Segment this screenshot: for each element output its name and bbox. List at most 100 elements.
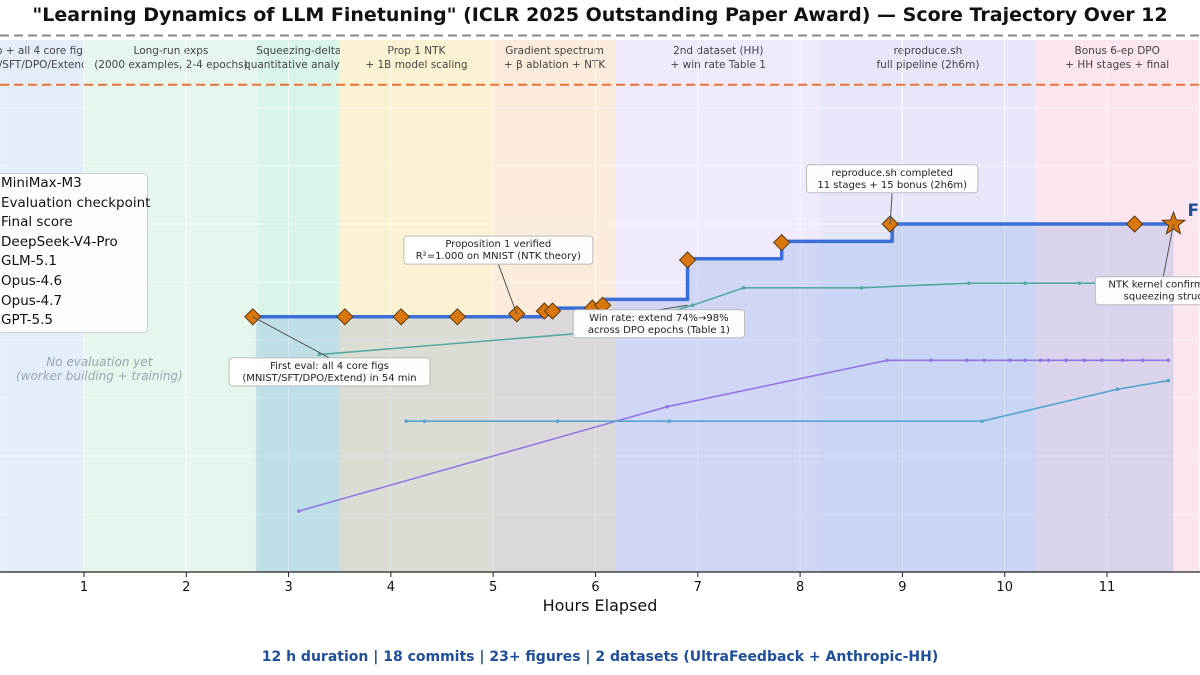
checkpoint-marker xyxy=(1125,215,1144,233)
phase-label: (2000 examples, 2-4 epochs) xyxy=(94,59,248,71)
series-point xyxy=(1023,358,1027,363)
annotation-leader xyxy=(889,192,893,225)
annotation-text: Proposition 1 verified xyxy=(445,239,551,250)
phase-label: Long-run exps xyxy=(134,45,209,57)
series-point xyxy=(690,303,695,308)
series-point xyxy=(422,419,427,424)
x-axis: 1 2 3 4 5 6 7 8 9 10 11 xyxy=(0,571,1200,595)
x-tick-label: 4 xyxy=(387,580,395,595)
phase-label: Prop 1 NTK xyxy=(388,45,447,57)
annotation-leader xyxy=(658,304,688,311)
legend-item: MiniMax-M3 xyxy=(1,175,82,191)
annotation-text: across DPO epochs (Table 1) xyxy=(588,325,730,336)
final-score-label: F xyxy=(1187,201,1199,221)
x-tick-label: 10 xyxy=(996,580,1013,595)
phase-band xyxy=(820,40,1036,572)
annotation-text: squeezing struc xyxy=(1124,292,1200,303)
series-point xyxy=(1038,358,1043,363)
series-point xyxy=(1141,358,1145,363)
x-axis-label: Hours Elapsed xyxy=(542,596,658,615)
series-point xyxy=(404,419,409,424)
series-point xyxy=(1064,358,1068,363)
checkpoint-marker xyxy=(392,308,410,326)
series-point xyxy=(1100,358,1104,363)
annotation-text: R²=1.000 on MNIST (NTK theory) xyxy=(416,251,581,262)
series-point xyxy=(317,352,322,357)
phase-label: Gradient spectrum xyxy=(505,45,604,57)
annotation-text: First eval: all 4 core figs xyxy=(270,361,389,372)
legend-item: Opus-4.7 xyxy=(1,292,63,309)
checkpoint-marker xyxy=(336,308,354,326)
series-point xyxy=(742,286,746,290)
legend-item: GLM-5.1 xyxy=(1,253,57,270)
x-tick-label: 1 xyxy=(80,580,88,595)
legend: MiniMax-M3 Evaluation checkpoint Final s… xyxy=(0,173,151,333)
annotation-text: 11 stages + 15 bonus (2h6m) xyxy=(817,180,967,191)
phase-band xyxy=(615,40,821,572)
phase-label: Bonus 6-ep DPO xyxy=(1075,45,1160,57)
phase-label: Squeezing-delta xyxy=(256,45,341,57)
phase-band xyxy=(1035,40,1200,572)
x-tick-label: 9 xyxy=(898,580,906,595)
legend-item: Evaluation checkpoint xyxy=(1,194,151,211)
checkpoint-marker xyxy=(543,302,562,320)
annotation-box xyxy=(403,235,594,265)
series-point xyxy=(297,509,301,513)
phase-label: p + all 4 core figs xyxy=(0,45,88,57)
checkpoint-marker xyxy=(448,308,467,326)
phase-label: + win rate Table 1 xyxy=(671,59,766,71)
series-point xyxy=(982,358,987,363)
phase-label: + 1B model scaling xyxy=(365,59,467,71)
annotation-leader xyxy=(1162,223,1174,277)
series-point xyxy=(967,281,971,285)
phase-label: 2nd dataset (HH) xyxy=(673,45,763,57)
series-point xyxy=(1008,358,1012,363)
phase-label: + HH stages + final xyxy=(1065,59,1169,71)
annotation-box xyxy=(806,164,979,194)
footer-summary: 12 h duration | 18 commits | 23+ figures… xyxy=(261,649,939,665)
x-tick-label: 6 xyxy=(591,580,599,595)
phase-label: + β ablation + NTK xyxy=(504,59,606,71)
phase-label: quantitative analysis xyxy=(244,59,354,71)
series-point xyxy=(1082,358,1087,363)
series-point xyxy=(1166,378,1171,383)
series-point xyxy=(1077,281,1082,285)
x-tick-label: 5 xyxy=(489,580,497,595)
phase-band xyxy=(339,40,494,572)
x-tick-label: 7 xyxy=(694,580,702,595)
chart-title: "Learning Dynamics of LLM Finetuning" (I… xyxy=(32,4,1168,26)
legend-item: GPT-5.5 xyxy=(1,312,53,329)
no-eval-note: No evaluation yet xyxy=(46,355,154,369)
series-point xyxy=(929,358,933,363)
series-point xyxy=(665,404,669,409)
x-tick-label: 8 xyxy=(796,580,804,595)
legend-item: Opus-4.6 xyxy=(1,272,63,289)
phase-label: full pipeline (2h6m) xyxy=(876,59,979,71)
annotation-box xyxy=(228,357,431,387)
annotation-text: reproduce.sh completed xyxy=(831,168,953,179)
annotation-leader xyxy=(497,263,518,315)
annotation-text: Win rate: extend 74%→98% xyxy=(589,313,729,324)
legend-item: Final score xyxy=(1,214,73,231)
series-point xyxy=(1120,358,1125,363)
final-score-star xyxy=(1160,210,1187,235)
series-point xyxy=(965,358,969,363)
series-line xyxy=(298,359,1169,512)
checkpoint-marker xyxy=(678,251,697,269)
checkpoint-marker xyxy=(772,233,791,252)
main-series-area xyxy=(255,224,1174,572)
phase-bands: p + all 4 core figs T/SFT/DPO/Extend) Long… xyxy=(0,40,1200,572)
series-point xyxy=(859,286,864,290)
legend-item: DeepSeek-V4-Pro xyxy=(1,233,118,250)
annotation-box xyxy=(1094,276,1200,306)
reference-lines xyxy=(0,34,1200,86)
series-point xyxy=(885,358,889,363)
main-series-area-fill xyxy=(255,224,1174,572)
phase-band xyxy=(257,40,340,572)
annotation-box xyxy=(572,309,746,339)
phase-label: reproduce.sh xyxy=(894,45,963,57)
series-point xyxy=(1166,358,1171,363)
